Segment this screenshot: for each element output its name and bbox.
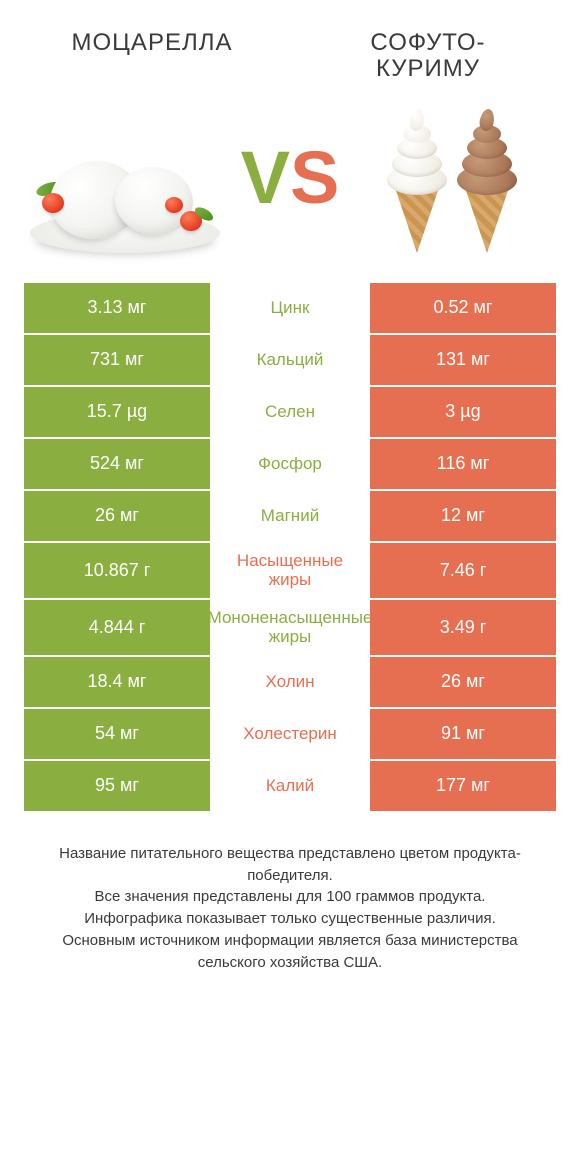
- value-right: 12 мг: [370, 491, 556, 541]
- value-left: 15.7 µg: [24, 387, 210, 437]
- nutrient-label: Калий: [210, 761, 370, 811]
- mozzarella-illustration: [30, 143, 220, 253]
- value-left: 10.867 г: [24, 543, 210, 598]
- table-row: 4.844 гМононенасыщенные жиры3.49 г: [24, 600, 556, 657]
- value-right: 3 µg: [370, 387, 556, 437]
- vs-label: VS: [230, 141, 350, 215]
- nutrient-label: Холин: [210, 657, 370, 707]
- value-right: 3.49 г: [370, 600, 556, 655]
- hero-row: VS: [24, 103, 556, 253]
- footer-line: Основным источником информации является …: [30, 930, 550, 974]
- value-right: 0.52 мг: [370, 283, 556, 333]
- titles-row: МОЦАРЕЛЛА СОФУТО- КУРИМУ: [24, 30, 556, 83]
- comparison-infographic: МОЦАРЕЛЛА СОФУТО- КУРИМУ VS: [0, 0, 580, 993]
- nutrient-label: Цинк: [210, 283, 370, 333]
- value-left: 524 мг: [24, 439, 210, 489]
- footer-notes: Название питательного вещества представл…: [24, 843, 556, 974]
- table-row: 95 мгКалий177 мг: [24, 761, 556, 813]
- vs-v: V: [241, 136, 290, 219]
- footer-line: Название питательного вещества представл…: [30, 843, 550, 887]
- value-right: 7.46 г: [370, 543, 556, 598]
- table-row: 524 мгФосфор116 мг: [24, 439, 556, 491]
- product-left-title: МОЦАРЕЛЛА: [24, 30, 280, 83]
- nutrient-label: Магний: [210, 491, 370, 541]
- table-row: 3.13 мгЦинк0.52 мг: [24, 283, 556, 335]
- nutrient-label: Кальций: [210, 335, 370, 385]
- comparison-table: 3.13 мгЦинк0.52 мг731 мгКальций131 мг15.…: [24, 283, 556, 813]
- footer-line: Инфографика показывает только существенн…: [30, 908, 550, 930]
- value-right: 91 мг: [370, 709, 556, 759]
- nutrient-label: Мононенасыщенные жиры: [210, 600, 370, 655]
- nutrient-label: Насыщенные жиры: [210, 543, 370, 598]
- value-right: 26 мг: [370, 657, 556, 707]
- value-left: 3.13 мг: [24, 283, 210, 333]
- table-row: 26 мгМагний12 мг: [24, 491, 556, 543]
- value-right: 116 мг: [370, 439, 556, 489]
- table-row: 18.4 мгХолин26 мг: [24, 657, 556, 709]
- nutrient-label: Селен: [210, 387, 370, 437]
- product-right-title: СОФУТО- КУРИМУ: [300, 30, 556, 83]
- product-right-image: [354, 103, 556, 253]
- vs-s: S: [290, 136, 339, 219]
- value-left: 26 мг: [24, 491, 210, 541]
- value-right: 131 мг: [370, 335, 556, 385]
- footer-line: Все значения представлены для 100 граммо…: [30, 886, 550, 908]
- value-left: 731 мг: [24, 335, 210, 385]
- value-left: 18.4 мг: [24, 657, 210, 707]
- nutrient-label: Холестерин: [210, 709, 370, 759]
- nutrient-label: Фосфор: [210, 439, 370, 489]
- value-left: 95 мг: [24, 761, 210, 811]
- table-row: 54 мгХолестерин91 мг: [24, 709, 556, 761]
- product-left-image: [24, 103, 226, 253]
- table-row: 10.867 гНасыщенные жиры7.46 г: [24, 543, 556, 600]
- table-row: 731 мгКальций131 мг: [24, 335, 556, 387]
- table-row: 15.7 µgСелен3 µg: [24, 387, 556, 439]
- value-left: 4.844 г: [24, 600, 210, 655]
- softserve-illustration: [375, 103, 535, 253]
- value-right: 177 мг: [370, 761, 556, 811]
- value-left: 54 мг: [24, 709, 210, 759]
